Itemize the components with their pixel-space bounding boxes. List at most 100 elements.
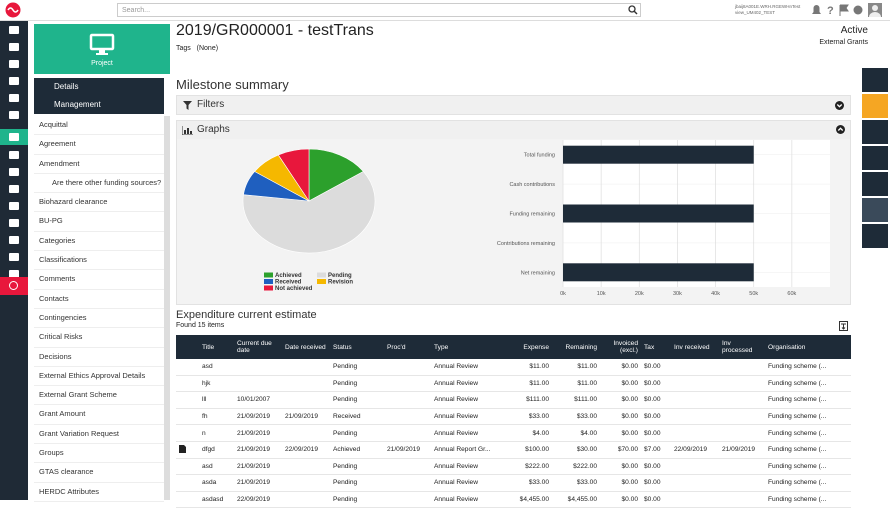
nav-icon[interactable] — [0, 249, 28, 265]
nav-item[interactable]: Groups — [34, 444, 164, 464]
column-header[interactable]: Type — [431, 335, 511, 359]
nav-item[interactable]: Biohazard clearance — [34, 193, 164, 213]
nav-item[interactable]: Acquittal — [34, 116, 164, 136]
column-header[interactable]: Inv received — [671, 335, 719, 359]
search-icon[interactable] — [628, 5, 638, 15]
table-cell — [282, 424, 330, 442]
y-tick-label: Funding remaining — [509, 212, 555, 218]
scrollbar[interactable] — [164, 116, 170, 500]
nav-item[interactable]: Classifications — [34, 251, 164, 271]
nav-item[interactable]: Amendment — [34, 155, 164, 174]
nav-icon[interactable] — [0, 73, 28, 89]
nav-item[interactable]: Critical Risks — [34, 328, 164, 348]
table-cell: 21/09/2019 — [234, 474, 282, 492]
tool-button[interactable] — [862, 68, 888, 92]
nav-icon[interactable] — [0, 90, 28, 106]
table-row[interactable]: lll 10/01/2007 Pending Annual Review $111.00… — [176, 391, 851, 409]
table-cell — [671, 359, 719, 376]
right-toolbar — [862, 68, 890, 250]
nav-item[interactable]: BU-PG — [34, 212, 164, 232]
nav-icon[interactable] — [0, 164, 28, 180]
table-cell: $0.00 — [600, 391, 641, 409]
nav-icon[interactable] — [0, 56, 28, 72]
nav-item[interactable]: Grant Amount — [34, 405, 164, 425]
nav-icon[interactable] — [0, 147, 28, 163]
nav-item[interactable]: External Grant Scheme — [34, 386, 164, 406]
table-row[interactable]: dfgd 21/09/2019 22/09/2019 Achieved 21/09/20… — [176, 441, 851, 459]
column-header[interactable]: Proc'd — [384, 335, 431, 359]
tool-button[interactable] — [862, 198, 888, 222]
nav-icon[interactable] — [0, 181, 28, 197]
tool-button[interactable] — [862, 224, 888, 248]
table-cell: Funding scheme (... — [765, 359, 851, 376]
table-cell: 21/09/2019 — [719, 441, 765, 459]
nav-icon[interactable] — [0, 198, 28, 214]
x-tick-label: 0k — [560, 291, 566, 297]
column-header[interactable]: Inv processed — [719, 335, 765, 359]
table-cell: $0.00 — [641, 359, 671, 376]
column-header[interactable]: Tax — [641, 335, 671, 359]
flag-icon[interactable] — [839, 4, 849, 16]
nav-item[interactable]: Categories — [34, 232, 164, 252]
nav-icon[interactable] — [0, 266, 28, 282]
nav-item[interactable]: Contacts — [34, 290, 164, 309]
nav-item[interactable]: HERDC Attributes — [34, 483, 164, 502]
column-header[interactable]: Expense — [511, 335, 552, 359]
table-row[interactable]: asd Pending Annual Review $11.00 $11.00 $0.00… — [176, 359, 851, 376]
table-cell: asd — [199, 458, 234, 476]
x-tick-label: 30k — [673, 291, 682, 297]
nav-icon[interactable] — [0, 232, 28, 248]
table-cell: $11.00 — [511, 359, 552, 376]
column-header[interactable]: Organisation — [765, 335, 851, 359]
nav-item[interactable]: Grant Variation Request — [34, 425, 164, 445]
help-icon[interactable]: ? — [827, 5, 834, 17]
nav-item[interactable]: Decisions — [34, 348, 164, 367]
nav-icon[interactable] — [0, 22, 28, 38]
legend-label: Pending — [328, 273, 352, 279]
tool-button-star[interactable] — [862, 94, 888, 118]
project-tile[interactable]: Project — [34, 24, 170, 74]
nav-icon[interactable] — [0, 215, 28, 231]
export-icon[interactable] — [839, 321, 848, 331]
column-header[interactable]: Current due date — [234, 335, 282, 359]
logo[interactable] — [4, 2, 22, 18]
table-cell: Annual Review — [431, 408, 511, 426]
nav-tab[interactable]: Details — [54, 82, 79, 91]
nav-item[interactable]: External Ethics Approval Details — [34, 367, 164, 387]
tool-button[interactable] — [862, 172, 888, 196]
table-row[interactable]: asd 21/09/2019 Pending Annual Review $222.00… — [176, 458, 851, 476]
nav-icon[interactable] — [0, 39, 28, 55]
nav-icon[interactable] — [0, 107, 28, 123]
power-icon[interactable] — [0, 277, 28, 295]
legend-swatch — [264, 279, 273, 284]
column-header[interactable]: Title — [199, 335, 234, 359]
column-header[interactable]: Remaining — [552, 335, 600, 359]
table-cell: Annual Report Gr... — [431, 441, 511, 459]
table-row[interactable]: hjk Pending Annual Review $11.00 $11.00 $0.00… — [176, 375, 851, 393]
nav-item[interactable]: Are there other funding sources? — [34, 174, 164, 194]
nav-icon-active[interactable] — [0, 129, 28, 145]
graphs-header[interactable]: Graphs — [177, 121, 850, 139]
tool-button[interactable] — [862, 146, 888, 170]
nav-item[interactable]: Agreement — [34, 135, 164, 155]
column-header[interactable]: Date received — [282, 335, 330, 359]
nav-item[interactable]: Comments — [34, 270, 164, 290]
table-cell: Annual Review — [431, 474, 511, 492]
tool-button[interactable] — [862, 120, 888, 144]
table-row[interactable]: asda 21/09/2019 Pending Annual Review $33.00… — [176, 474, 851, 492]
document-icon[interactable] — [179, 444, 186, 453]
table-cell: 10/01/2007 — [234, 391, 282, 409]
icon-column — [176, 335, 199, 359]
settings-icon[interactable] — [853, 5, 863, 15]
column-header[interactable]: Status — [330, 335, 384, 359]
search-box[interactable]: Search... — [117, 3, 641, 17]
legend-swatch — [317, 272, 326, 278]
nav-item[interactable]: GTAS clearance — [34, 463, 164, 483]
table-row[interactable]: n 21/09/2019 Pending Annual Review $4.00 $4.0… — [176, 424, 851, 442]
column-header[interactable]: Invoiced (excl.) — [600, 335, 641, 359]
filters-panel[interactable]: Filters — [176, 95, 851, 115]
bell-icon[interactable] — [812, 5, 821, 14]
nav-tab[interactable]: Management — [54, 100, 101, 109]
nav-item[interactable]: Contingencies — [34, 309, 164, 329]
table-row[interactable]: fh 21/09/2019 21/09/2019 Received Annual Rev… — [176, 408, 851, 426]
